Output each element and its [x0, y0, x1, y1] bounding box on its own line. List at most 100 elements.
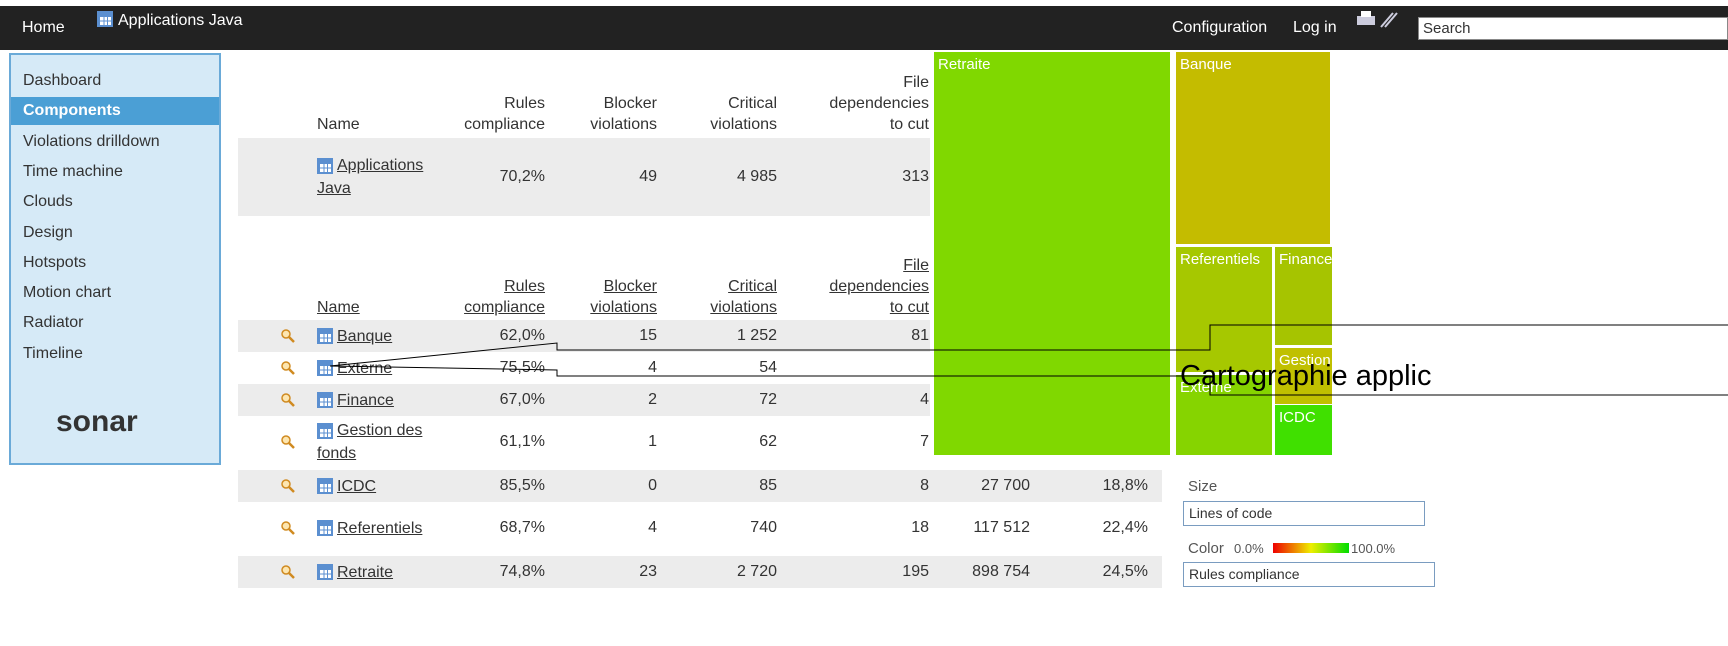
column-header: Rules compliance [464, 95, 545, 133]
metric-value: 18 [911, 519, 929, 536]
column-header[interactable]: Rules compliance [464, 278, 545, 316]
metric-value: 4 [648, 359, 657, 376]
metric-value: 0 [648, 477, 657, 494]
metric-value: 4 [648, 519, 657, 536]
metric-value: 2 [648, 391, 657, 408]
callout-text: Cartographie applic [1180, 360, 1432, 392]
metric-value: 85,5% [499, 477, 545, 494]
zoom-icon[interactable] [280, 520, 296, 536]
nav-item[interactable]: Dashboard [23, 72, 102, 89]
component-name: Retraite [317, 556, 427, 588]
metric-value: 68,7% [499, 519, 545, 536]
metric-value: 1 [648, 433, 657, 450]
zoom-icon[interactable] [280, 328, 296, 344]
metric-value: 49 [639, 168, 657, 185]
name-link[interactable]: Referentiels [337, 519, 423, 537]
metric-value: 81 [911, 327, 929, 344]
home-link[interactable]: Home [22, 19, 65, 36]
treemap-cell[interactable]: ICDC [1275, 405, 1332, 455]
column-header: Name [317, 116, 360, 133]
treemap-cell[interactable]: Banque [1176, 52, 1330, 244]
size-select[interactable]: Lines of code [1183, 501, 1425, 526]
treemap-cell[interactable]: Externe [1176, 375, 1272, 455]
component-name: Applications Java [317, 138, 427, 216]
color-select[interactable]: Rules compliance [1183, 562, 1435, 587]
project-name[interactable]: Applications Java [118, 12, 243, 29]
nav-item[interactable]: Hotspots [23, 253, 87, 271]
treemap-cell[interactable]: Finance [1275, 247, 1332, 345]
nav-item[interactable]: Timeline [23, 344, 83, 362]
component-name: Gestion des fonds [317, 416, 427, 468]
metric-value: 4 [920, 391, 929, 408]
row-background [238, 320, 930, 352]
metric-value: 1 252 [736, 327, 777, 344]
color-max: 100.0% [1351, 541, 1396, 556]
treemap-cell[interactable]: Referentiels [1176, 247, 1272, 372]
component-name: Referentiels [317, 502, 427, 554]
metric-value: 62,0% [499, 327, 545, 344]
row-background [238, 470, 1162, 502]
nav-item[interactable]: Radiator [23, 314, 84, 332]
row-background [238, 384, 930, 416]
metric-value: 15 [639, 327, 657, 344]
search-box[interactable]: Search [1418, 17, 1728, 40]
metric-value: 75,5% [499, 359, 545, 376]
metric-value: 4 985 [736, 168, 777, 185]
name-link[interactable]: Retraite [337, 563, 394, 581]
column-header[interactable]: Critical violations [710, 278, 777, 316]
metric-value: 67,0% [499, 391, 545, 408]
name-link[interactable]: Gestion des fonds [317, 422, 423, 462]
zoom-icon[interactable] [280, 478, 296, 494]
name-link[interactable]: Applications Java [317, 157, 424, 197]
column-header[interactable]: Name [317, 299, 360, 316]
metric-value: 70,2% [499, 168, 545, 185]
nav-link[interactable]: Log in [1293, 19, 1337, 36]
component-name: ICDC [317, 470, 427, 502]
column-header[interactable]: File dependencies to cut [829, 257, 929, 316]
metric-value: 7 [920, 433, 929, 450]
row-background [238, 138, 930, 216]
name-link[interactable]: ICDC [337, 477, 377, 495]
color-gradient [1273, 543, 1349, 553]
metric-value: 62 [759, 433, 777, 450]
metric-value: 72 [759, 391, 777, 408]
column-header: File dependencies to cut [829, 74, 929, 133]
nav-item[interactable]: Time machine [23, 162, 123, 180]
metric-value: 18,8% [1102, 477, 1148, 494]
metric-value: 27 700 [981, 477, 1030, 494]
color-min: 0.0% [1234, 541, 1264, 556]
project-icon [97, 11, 113, 27]
name-link[interactable]: Finance [337, 391, 394, 409]
metric-value: 61,1% [499, 433, 545, 450]
metric-value: 898 754 [972, 563, 1030, 580]
nav-item[interactable]: Motion chart [23, 284, 112, 302]
metric-value: 2 720 [736, 563, 777, 580]
zoom-icon[interactable] [280, 392, 296, 408]
treemap-cell[interactable]: Retraite [934, 52, 1170, 455]
column-header: Blocker violations [590, 95, 657, 133]
zoom-icon[interactable] [280, 360, 296, 376]
nav-link[interactable]: Configuration [1172, 19, 1268, 36]
name-link[interactable]: Banque [337, 327, 393, 345]
zoom-icon[interactable] [280, 564, 296, 580]
metric-value: 24,5% [1102, 563, 1148, 580]
metric-value: 22,4% [1102, 519, 1148, 536]
metric-value: 54 [759, 359, 777, 376]
color-label: Color [1188, 540, 1224, 557]
metric-value: 85 [759, 477, 777, 494]
nav-item[interactable]: Components [11, 97, 219, 126]
top-bar: Home Applications Java Configuration Log… [0, 6, 1728, 50]
metric-value: 8 [920, 477, 929, 494]
nav-item[interactable]: Design [23, 223, 73, 241]
nav-item[interactable]: Violations drilldown [23, 132, 160, 150]
zoom-icon[interactable] [280, 434, 296, 450]
component-name: Finance [317, 384, 427, 416]
column-header[interactable]: Blocker violations [590, 278, 657, 316]
metric-value: 740 [750, 519, 777, 536]
sidebar: Dashboard Components Violations drilldown T… [9, 53, 221, 465]
column-header: Critical violations [710, 95, 777, 133]
print-icons [1357, 11, 1398, 28]
nav-item[interactable]: Clouds [23, 193, 73, 211]
